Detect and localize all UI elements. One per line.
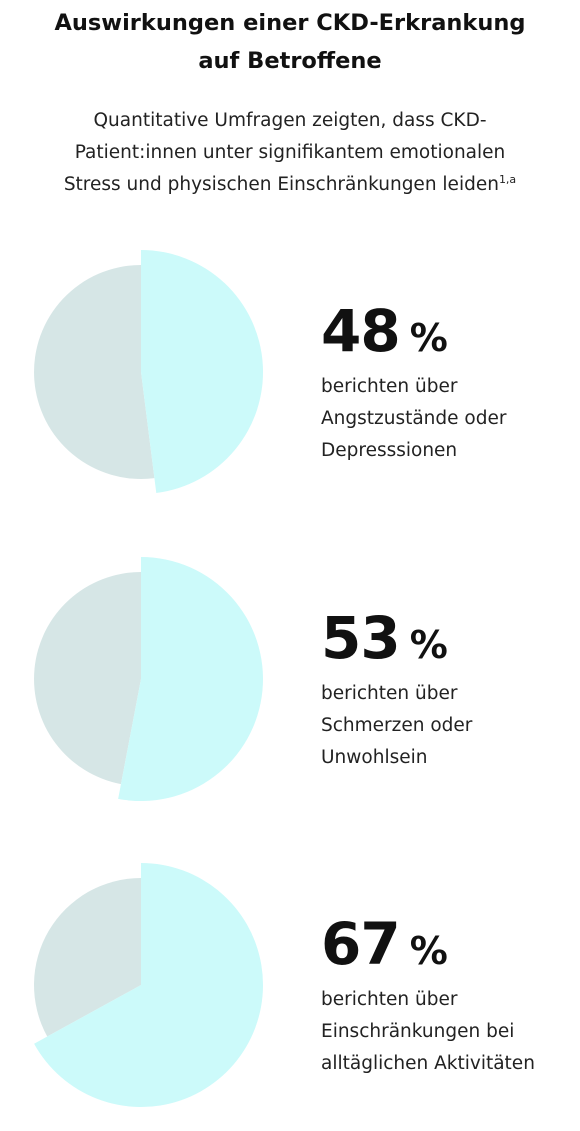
stat-number: 67 <box>321 910 401 978</box>
pie-chart-daily-activities <box>34 863 264 1107</box>
stat-text-line: alltäglichen Aktivitäten <box>321 1053 535 1074</box>
pie-slice-remainder <box>34 265 155 479</box>
pie-slice-value <box>118 557 263 801</box>
stat-block-pain: 53% berichten über Schmerzen oder Unwohl… <box>321 605 580 774</box>
subtitle-line-2: Patient:innen unter signifikantem emotio… <box>74 142 506 163</box>
subtitle-line-1: Quantitative Umfragen zeigten, dass CKD- <box>93 110 487 131</box>
stat-number: 53 <box>321 604 401 672</box>
subtitle-footnote: 1,a <box>498 173 517 186</box>
stat-value: 67% <box>321 911 580 984</box>
stat-value: 53% <box>321 605 580 678</box>
stat-text-line: berichten über <box>321 376 458 397</box>
page-title: Auswirkungen einer CKD-Erkrankung auf Be… <box>0 4 580 80</box>
pie-slice-remainder <box>34 878 142 1037</box>
stat-text-line: Angstzustände oder <box>321 408 507 429</box>
stat-text-line: berichten über <box>321 683 458 704</box>
pie-chart-pain <box>34 557 263 801</box>
stat-unit: % <box>409 316 448 360</box>
pie-slice-value <box>34 863 264 1107</box>
stat-block-daily-activities: 67% berichten über Einschränkungen bei a… <box>321 911 580 1080</box>
title-line-2: auf Betroffene <box>198 48 382 74</box>
stat-text-line: Depresssionen <box>321 440 458 461</box>
stat-description: berichten über Einschränkungen bei alltä… <box>321 984 580 1080</box>
stat-text-line: Schmerzen oder <box>321 715 473 736</box>
pie-slice-remainder <box>34 572 141 785</box>
stat-text-line: berichten über <box>321 989 458 1010</box>
stat-number: 48 <box>321 297 401 365</box>
stat-unit: % <box>409 623 448 667</box>
title-line-1: Auswirkungen einer CKD-Erkrankung <box>54 10 526 36</box>
subtitle-line-3: Stress und physischen Einschränkungen le… <box>63 174 499 195</box>
stat-text-line: Einschränkungen bei <box>321 1021 515 1042</box>
stat-description: berichten über Schmerzen oder Unwohlsein <box>321 678 580 774</box>
stat-block-anxiety: 48% berichten über Angstzustände oder De… <box>321 298 580 467</box>
stat-description: berichten über Angstzustände oder Depres… <box>321 371 580 467</box>
stat-unit: % <box>409 929 448 973</box>
stat-value: 48% <box>321 298 580 371</box>
subtitle: Quantitative Umfragen zeigten, dass CKD-… <box>0 105 580 201</box>
pie-slice-value <box>141 250 264 494</box>
stat-text-line: Unwohlsein <box>321 747 428 768</box>
pie-chart-anxiety <box>34 250 264 494</box>
